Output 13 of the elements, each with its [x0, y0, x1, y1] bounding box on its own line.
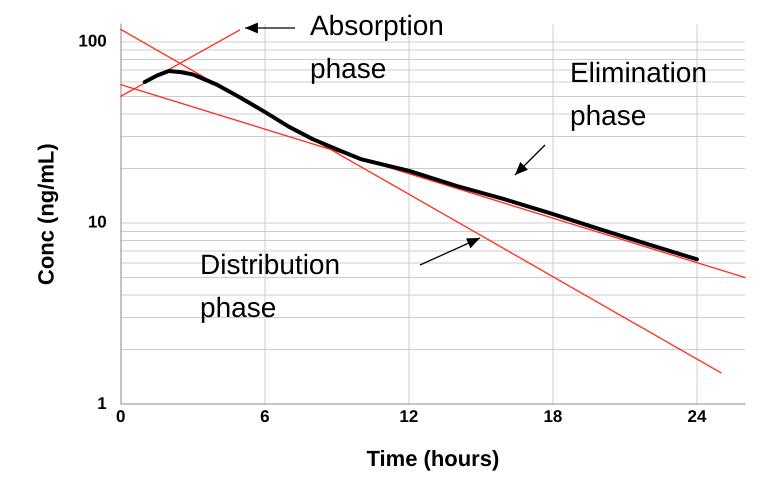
- x-tick-label: 0: [116, 407, 126, 426]
- y-tick-label: 1: [97, 394, 107, 413]
- y-tick-label: 10: [88, 212, 107, 232]
- x-axis-title: Time (hours): [366, 446, 500, 471]
- x-tick-label: 18: [543, 407, 562, 426]
- annotation: Absorption phase: [310, 9, 444, 86]
- x-tick-label: 12: [399, 407, 418, 426]
- y-axis-title: Conc (ng/mL): [33, 143, 58, 286]
- x-tick-label: 24: [688, 407, 707, 426]
- y-tick-label: 100: [78, 31, 107, 50]
- x-tick-label: 6: [260, 407, 270, 426]
- annotation: Elimination phase: [570, 56, 707, 133]
- annotation: Distribution phase: [200, 248, 340, 325]
